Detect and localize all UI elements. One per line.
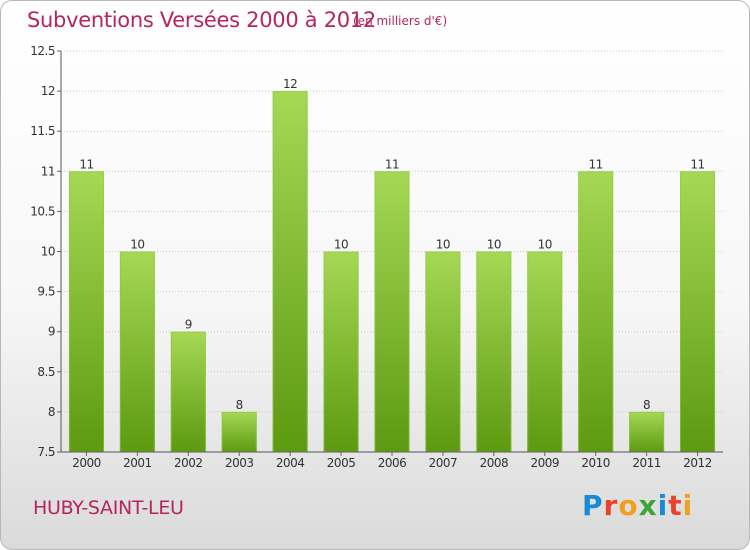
bar bbox=[171, 332, 206, 452]
bar bbox=[476, 252, 511, 453]
data-label: 11 bbox=[79, 157, 93, 171]
bar bbox=[69, 171, 104, 452]
bar bbox=[324, 252, 359, 453]
data-label: 8 bbox=[236, 398, 243, 412]
bar bbox=[629, 412, 664, 452]
x-tick-label: 2002 bbox=[174, 456, 203, 470]
data-label: 11 bbox=[690, 157, 704, 171]
proxiti-logo: Proxiti bbox=[582, 489, 693, 522]
x-tick-label: 2004 bbox=[276, 456, 305, 470]
x-tick-label: 2010 bbox=[581, 456, 610, 470]
data-label: 8 bbox=[643, 398, 650, 412]
y-tick-label: 10 bbox=[41, 245, 55, 259]
data-label: 10 bbox=[130, 238, 144, 252]
x-tick-label: 2006 bbox=[378, 456, 407, 470]
x-tick-label: 2012 bbox=[683, 456, 712, 470]
x-tick-label: 2007 bbox=[429, 456, 458, 470]
data-label: 9 bbox=[185, 318, 192, 332]
logo-letter: o bbox=[618, 489, 638, 522]
x-tick-label: 2005 bbox=[327, 456, 356, 470]
logo-letter: r bbox=[604, 489, 619, 522]
data-label: 10 bbox=[487, 238, 501, 252]
data-label: 10 bbox=[436, 238, 450, 252]
bar bbox=[425, 252, 460, 453]
bar bbox=[578, 171, 613, 452]
y-tick-label: 8.5 bbox=[37, 365, 55, 379]
chart-frame: Subventions Versées 2000 à 2012 (en mill… bbox=[0, 0, 750, 550]
x-tick-label: 2000 bbox=[72, 456, 101, 470]
bars bbox=[69, 91, 715, 452]
bar bbox=[527, 252, 562, 453]
data-label: 11 bbox=[589, 157, 603, 171]
bar bbox=[680, 171, 715, 452]
logo-letter: P bbox=[582, 489, 604, 522]
data-label: 10 bbox=[538, 238, 552, 252]
y-tick-label: 11 bbox=[41, 164, 55, 178]
bar bbox=[120, 252, 155, 453]
logo-letter: t bbox=[668, 489, 682, 522]
y-tick-label: 11.5 bbox=[30, 124, 55, 138]
logo-letter: i bbox=[658, 489, 669, 522]
y-tick-label: 12 bbox=[41, 84, 55, 98]
bar-chart: 7.5 8 8.5 9 9.5 10 10.5 11 11.5 12 12.5 2000 2001 200… bbox=[1, 1, 750, 550]
data-label: 10 bbox=[334, 238, 348, 252]
y-tick-label: 7.5 bbox=[37, 445, 55, 459]
location-name: HUBY-SAINT-LEU bbox=[33, 497, 184, 519]
y-tick-label: 12.5 bbox=[30, 44, 55, 58]
x-tick-label: 2009 bbox=[530, 456, 559, 470]
bar bbox=[273, 91, 308, 452]
y-tick-label: 9 bbox=[48, 325, 55, 339]
bar bbox=[375, 171, 410, 452]
bar bbox=[222, 412, 257, 452]
x-tick-label: 2001 bbox=[123, 456, 152, 470]
y-tick-label: 8 bbox=[48, 405, 55, 419]
x-tick-label: 2011 bbox=[632, 456, 661, 470]
x-tick-label: 2003 bbox=[225, 456, 254, 470]
logo-letter: x bbox=[639, 489, 658, 522]
y-tick-label: 9.5 bbox=[37, 285, 55, 299]
x-tick-label: 2008 bbox=[480, 456, 509, 470]
y-tick-label: 10.5 bbox=[30, 204, 55, 218]
logo-letter: i bbox=[683, 489, 694, 522]
data-label: 11 bbox=[385, 157, 399, 171]
data-label: 12 bbox=[283, 77, 297, 91]
